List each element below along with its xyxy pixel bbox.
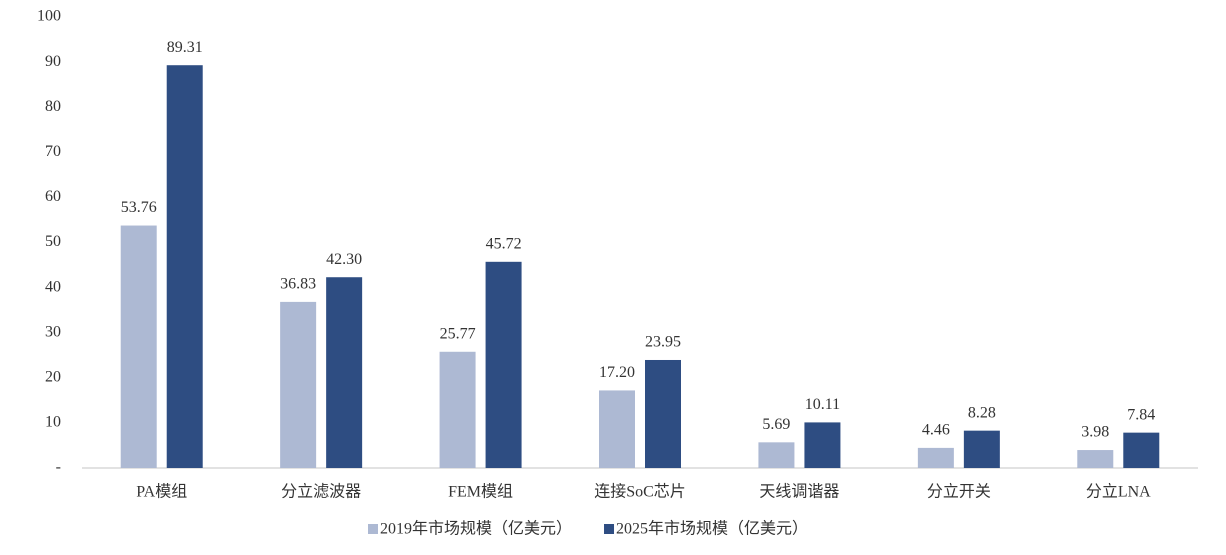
y-tick-label: 30 bbox=[45, 323, 61, 340]
value-label: 53.76 bbox=[121, 199, 157, 216]
value-label: 36.83 bbox=[280, 276, 316, 293]
y-tick-label: 60 bbox=[45, 188, 61, 205]
legend-label: 2019年市场规模（亿美元） bbox=[380, 520, 572, 538]
bar bbox=[120, 225, 157, 468]
bar bbox=[485, 261, 522, 468]
value-label: 10.11 bbox=[805, 396, 840, 413]
value-label: 5.69 bbox=[762, 416, 790, 433]
bar bbox=[599, 390, 635, 468]
y-tick-label: - bbox=[56, 459, 61, 476]
value-label: 7.84 bbox=[1127, 406, 1155, 423]
bar bbox=[166, 65, 203, 468]
x-tick-label: 分立开关 bbox=[927, 483, 991, 501]
bar bbox=[963, 430, 1000, 468]
value-label: 45.72 bbox=[486, 235, 522, 252]
x-tick-label: FEM模组 bbox=[448, 483, 513, 501]
value-label: 3.98 bbox=[1081, 424, 1109, 441]
bar bbox=[645, 359, 681, 468]
legend-swatch bbox=[604, 524, 615, 534]
bar bbox=[280, 301, 317, 468]
bar bbox=[1077, 450, 1114, 468]
x-tick-label: PA模组 bbox=[136, 483, 187, 501]
y-tick-label: 70 bbox=[45, 143, 61, 160]
bar bbox=[804, 422, 841, 468]
value-label: 17.20 bbox=[599, 364, 635, 381]
value-label: 89.31 bbox=[167, 39, 203, 56]
bar bbox=[439, 351, 476, 468]
y-tick-label: 90 bbox=[45, 53, 61, 70]
value-label: 23.95 bbox=[645, 334, 681, 351]
x-tick-label: 分立滤波器 bbox=[281, 483, 361, 501]
x-tick-label: 天线调谐器 bbox=[759, 483, 839, 501]
y-tick-label: 100 bbox=[37, 8, 61, 25]
x-tick-label: 连接SoC芯片 bbox=[594, 483, 686, 501]
value-label: 4.46 bbox=[922, 422, 950, 439]
y-tick-label: 40 bbox=[45, 278, 61, 295]
bar bbox=[326, 277, 363, 468]
legend-swatch bbox=[368, 524, 378, 534]
bar bbox=[917, 447, 954, 468]
y-tick-label: 80 bbox=[45, 98, 61, 115]
y-tick-label: 20 bbox=[45, 368, 61, 385]
value-label: 8.28 bbox=[968, 404, 996, 421]
bar bbox=[758, 442, 795, 468]
value-label: 42.30 bbox=[326, 251, 362, 268]
y-tick-label: 10 bbox=[45, 414, 61, 431]
value-label: 25.77 bbox=[440, 325, 476, 342]
legend-label: 2025年市场规模（亿美元） bbox=[616, 520, 808, 538]
y-tick-label: 50 bbox=[45, 233, 61, 250]
bar bbox=[1123, 432, 1160, 468]
x-tick-label: 分立LNA bbox=[1086, 483, 1151, 501]
